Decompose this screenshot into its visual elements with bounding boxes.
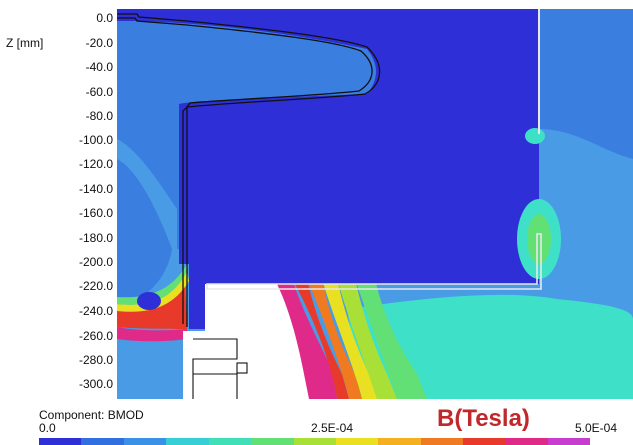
colorbar-swatch bbox=[335, 438, 379, 445]
legend-unit-label: B(Tesla) bbox=[437, 405, 530, 432]
z-tick: -180.0 bbox=[78, 231, 113, 245]
colorbar-swatch bbox=[420, 438, 464, 445]
void-region bbox=[183, 284, 309, 399]
legend-colorbar bbox=[39, 438, 633, 445]
gradient-band bbox=[355, 279, 427, 399]
upper-hotspot bbox=[525, 128, 545, 144]
gradient-band bbox=[337, 279, 397, 399]
sensor-box bbox=[236, 362, 248, 374]
right-hotspot bbox=[527, 214, 551, 264]
z-tick: -60.0 bbox=[85, 85, 113, 99]
gradient-band bbox=[322, 279, 377, 399]
z-axis-unit-label: Z [mm] bbox=[6, 36, 44, 50]
z-tick: -280.0 bbox=[78, 353, 113, 367]
legend-mid-label: 2.5E-04 bbox=[311, 421, 354, 435]
z-tick: -160.0 bbox=[78, 206, 113, 220]
z-tick: -200.0 bbox=[78, 255, 113, 269]
colorbar-swatch bbox=[548, 438, 591, 445]
z-tick: -300.0 bbox=[78, 377, 113, 391]
low-field-blob bbox=[137, 292, 161, 310]
field-contour-plot[interactable] bbox=[117, 9, 633, 399]
z-tick: -140.0 bbox=[78, 182, 113, 196]
z-tick: -40.0 bbox=[85, 60, 113, 74]
colorbar-swatch bbox=[39, 438, 82, 445]
mid-field-region bbox=[117, 159, 172, 309]
coil-outline bbox=[117, 17, 373, 327]
colorbar-swatch bbox=[166, 438, 209, 445]
gradient-band bbox=[292, 279, 349, 399]
colorbar-swatch bbox=[251, 438, 294, 445]
legend-min-label: 0.0 bbox=[39, 421, 56, 435]
z-tick: -240.0 bbox=[78, 304, 113, 318]
colorbar-swatch bbox=[378, 438, 421, 445]
colorbar-swatch bbox=[463, 438, 506, 445]
colorbar-swatch bbox=[208, 438, 252, 445]
z-tick: 0.0 bbox=[96, 11, 113, 25]
plate-outline bbox=[206, 233, 542, 290]
z-tick: -100.0 bbox=[78, 133, 113, 147]
z-tick: -80.0 bbox=[85, 109, 113, 123]
core-region bbox=[117, 9, 539, 329]
cyan-field-region bbox=[347, 294, 633, 399]
z-tick: -20.0 bbox=[85, 36, 113, 50]
gradient-band bbox=[307, 279, 362, 399]
colorbar-swatch bbox=[505, 438, 549, 445]
z-tick: -120.0 bbox=[78, 157, 113, 171]
z-tick: -260.0 bbox=[78, 329, 113, 343]
legend-component-label: Component: BMOD bbox=[39, 408, 144, 422]
legend-max-label: 5.0E-04 bbox=[575, 421, 618, 435]
colorbar-swatch bbox=[81, 438, 124, 445]
colorbar-swatch bbox=[293, 438, 336, 445]
colorbar-swatch bbox=[590, 438, 633, 445]
contour-canvas bbox=[117, 9, 633, 399]
z-tick: -220.0 bbox=[78, 279, 113, 293]
left-flare bbox=[117, 279, 187, 329]
coil-outline bbox=[117, 13, 381, 324]
structure-outline bbox=[192, 338, 238, 399]
left-flare bbox=[117, 327, 187, 342]
colorbar-swatch bbox=[123, 438, 167, 445]
